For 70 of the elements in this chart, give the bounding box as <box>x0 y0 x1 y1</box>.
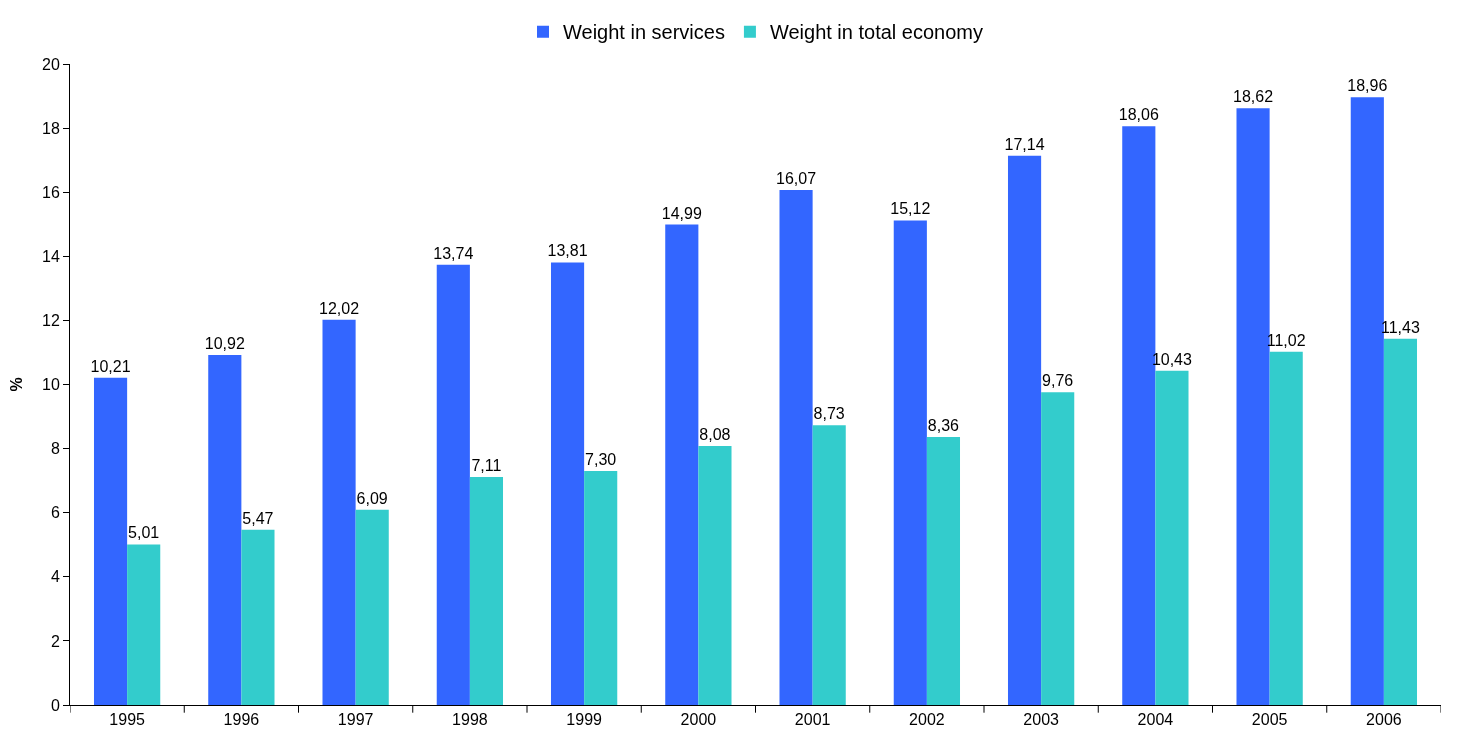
data-label: 16,07 <box>775 169 817 187</box>
y-tick-label: 18 <box>42 119 60 137</box>
bar <box>665 224 699 705</box>
y-tick-label: 2 <box>50 632 60 650</box>
y-tick-label: 6 <box>50 504 60 522</box>
data-label: 7,11 <box>471 457 502 475</box>
bar <box>208 355 242 705</box>
y-tick-label: 8 <box>50 440 60 458</box>
data-label: 10,21 <box>90 357 131 375</box>
y-tick-label: 16 <box>42 183 60 201</box>
bar <box>584 471 618 705</box>
legend-label: Weight in total economy <box>769 21 983 44</box>
bar <box>1236 108 1270 705</box>
bar <box>1383 338 1418 705</box>
bar <box>1269 351 1303 705</box>
data-label: 8,36 <box>927 417 960 435</box>
data-label: 18,06 <box>1118 106 1159 124</box>
data-label: 5,47 <box>242 509 274 527</box>
data-label: 18,96 <box>1347 77 1388 95</box>
data-label: 15,12 <box>890 200 931 218</box>
bar <box>779 189 813 705</box>
y-tick-label: 12 <box>42 312 60 329</box>
bar <box>1041 392 1075 705</box>
x-tick-label: 2003 <box>1023 711 1060 729</box>
data-label: 8,73 <box>813 405 845 423</box>
x-tick-label: 2000 <box>680 711 717 729</box>
bar <box>93 377 128 705</box>
legend-label: Weight in services <box>563 21 725 44</box>
y-tick-label: 10 <box>42 376 60 394</box>
bar <box>698 446 732 705</box>
x-tick-label: 2004 <box>1137 711 1174 729</box>
x-tick-label: 2002 <box>909 711 945 729</box>
bar <box>926 437 961 705</box>
y-tick-label: 14 <box>42 247 60 265</box>
x-tick-label: 1997 <box>337 711 374 729</box>
bar <box>127 544 161 705</box>
x-tick-label: 1999 <box>566 711 603 729</box>
bar <box>1350 97 1384 705</box>
bar <box>241 529 275 705</box>
data-label: 9,76 <box>1042 372 1074 390</box>
data-label: 13,81 <box>547 242 588 260</box>
bar <box>322 319 356 705</box>
x-tick-label: 1996 <box>223 711 260 729</box>
x-tick-label: 1995 <box>109 711 146 729</box>
data-label: 8,08 <box>699 426 731 444</box>
bar <box>355 509 389 705</box>
bar <box>1155 370 1189 705</box>
data-label: 12,02 <box>318 299 360 317</box>
data-label: 18,62 <box>1232 88 1274 106</box>
y-tick-label: 4 <box>50 568 60 586</box>
data-label: 6,09 <box>356 489 388 507</box>
data-label: 14,99 <box>661 204 702 222</box>
bar <box>550 262 585 705</box>
bar <box>1007 155 1042 705</box>
bar <box>469 477 504 705</box>
y-tick-label: 0 <box>50 696 60 714</box>
bar <box>436 264 470 705</box>
bar <box>812 425 846 705</box>
x-tick-label: 2001 <box>794 711 831 729</box>
y-tick-label: 20 <box>42 55 60 73</box>
data-label: 7,30 <box>585 451 617 469</box>
data-label: 13,74 <box>433 244 474 262</box>
x-tick-label: 2005 <box>1251 711 1288 729</box>
data-label: 5,01 <box>128 524 160 542</box>
data-label: 10,92 <box>204 335 245 353</box>
y-axis-title: % <box>7 377 25 392</box>
x-tick-label: 2006 <box>1366 711 1402 729</box>
data-label: 17,14 <box>1004 135 1045 153</box>
x-tick-label: 1998 <box>452 711 488 729</box>
bar <box>893 220 927 705</box>
